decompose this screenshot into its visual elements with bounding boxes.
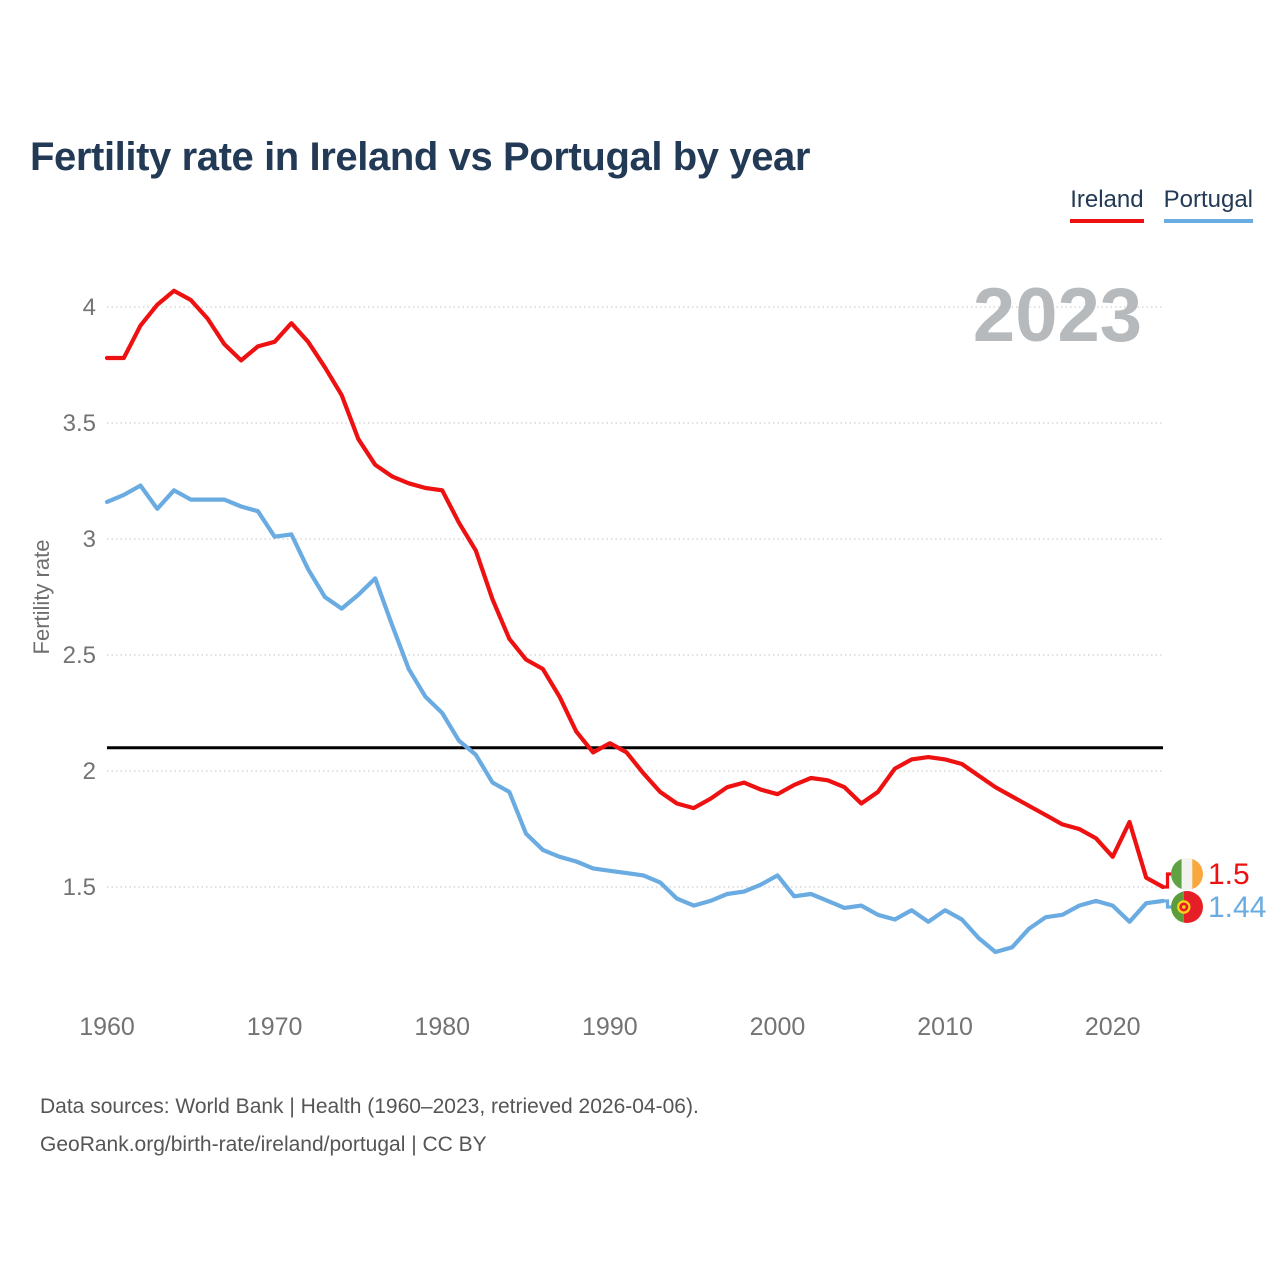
x-tick-label: 1970 <box>247 1013 303 1040</box>
y-tick-label: 3 <box>83 526 96 553</box>
watermark-year: 2023 <box>973 273 1142 358</box>
series-lines <box>104 288 1166 955</box>
ireland-flag-icon <box>1171 858 1203 890</box>
x-tick-label: 1980 <box>414 1013 470 1040</box>
y-axis-ticks: 4 3.5 3 2.5 2 1.5 <box>63 294 96 901</box>
fertility-line-chart: 2023 4 3.5 3 2.5 2 1.5 1960 1970 1980 1990 2000 20… <box>29 273 1266 1040</box>
x-tick-label: 2020 <box>1085 1013 1141 1040</box>
gridlines <box>107 306 1163 888</box>
y-tick-label: 3.5 <box>63 410 96 437</box>
footer-data-sources: Data sources: World Bank | Health (1960–… <box>40 1095 699 1118</box>
y-tick-label: 4 <box>83 294 96 321</box>
x-tick-label: 1990 <box>582 1013 638 1040</box>
legend-item-ireland[interactable]: Ireland <box>1070 186 1144 223</box>
ireland-end-connector <box>1163 872 1171 889</box>
footer-attribution: GeoRank.org/birth-rate/ireland/portugal … <box>40 1133 487 1156</box>
y-tick-label: 2.5 <box>63 642 96 669</box>
y-tick-label: 1.5 <box>63 874 96 901</box>
x-axis-ticks: 1960 1970 1980 1990 2000 2010 2020 <box>79 1013 1140 1040</box>
x-tick-label: 2010 <box>917 1013 973 1040</box>
ireland-line[interactable] <box>104 288 1166 890</box>
y-tick-label: 2 <box>83 758 96 785</box>
x-tick-label: 2000 <box>750 1013 806 1040</box>
footer: Data sources: World Bank | Health (1960–… <box>40 1088 699 1164</box>
y-axis-title: Fertility rate <box>29 540 54 655</box>
portugal-line[interactable] <box>104 483 1166 955</box>
ireland-end-value: 1.5 <box>1208 858 1250 891</box>
end-label-connectors <box>1163 872 1171 909</box>
legend: Ireland Portugal <box>1070 186 1253 223</box>
portugal-end-connector <box>1163 899 1171 909</box>
portugal-end-value: 1.44 <box>1208 891 1266 924</box>
page-title: Fertility rate in Ireland vs Portugal by… <box>30 134 811 179</box>
legend-item-portugal[interactable]: Portugal <box>1163 186 1253 223</box>
x-tick-label: 1960 <box>79 1013 135 1040</box>
portugal-flag-icon <box>1171 891 1203 923</box>
